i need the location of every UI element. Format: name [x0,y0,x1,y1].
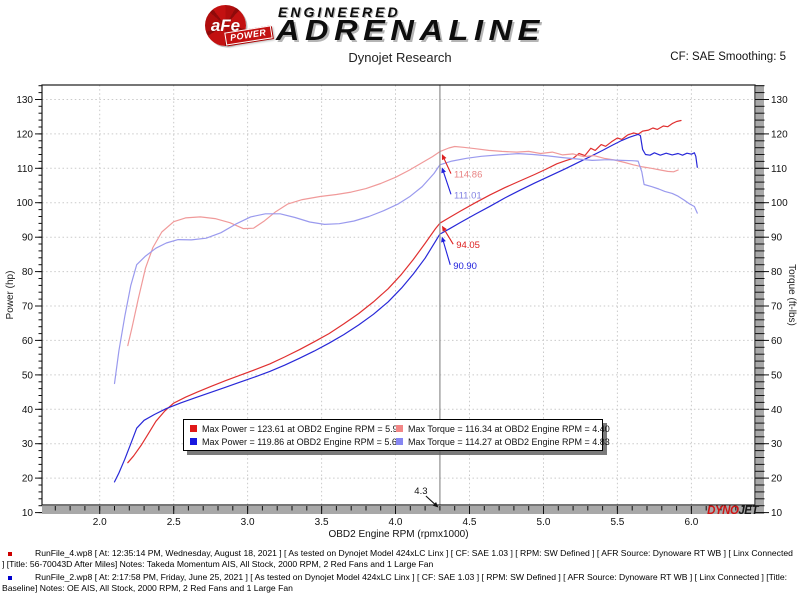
y-tick-label-left: 40 [22,405,34,416]
annotation-arrow [442,240,451,265]
legend-entry: Max Torque = 116.34 at OBD2 Engine RPM =… [396,422,610,435]
y-tick-label-right: 70 [771,302,783,313]
annotation-arrowhead [441,167,446,174]
series-power-blue [113,133,698,483]
run-bullet-icon [8,551,12,556]
y-tick-label-right: 50 [771,370,783,381]
y-tick-label-left: 120 [16,129,33,140]
y-tick-label-right: 30 [771,439,783,450]
x-tick-label: 5.0 [537,517,551,528]
annotation-arrowhead [441,154,447,161]
cursor-value-label: 4.3 [414,486,427,497]
x-tick-label: 5.5 [610,517,624,528]
brand-engineered: ENGINEERED [278,4,401,20]
y-tick-label-left: 130 [16,95,33,106]
run-text: RunFile_4.wp8 [ At: 12:35:14 PM, Wednesd… [2,548,793,569]
series-power-red [127,119,682,464]
run-entry: RunFile_4.wp8 [ At: 12:35:14 PM, Wednesd… [0,548,797,570]
y-tick-label-right: 110 [771,164,787,175]
x-tick-label: 4.5 [463,517,477,528]
y-tick-label-left: 100 [16,198,33,209]
smoothing-setting: CF: SAE Smoothing: 5 [670,51,786,63]
legend-text: Max Power = 119.86 at OBD2 Engine RPM = … [202,436,402,447]
axis-shadow-bottom [42,506,764,514]
x-tick-label: 6.0 [684,517,698,528]
annotation-arrowhead [441,225,447,232]
y-axis-label-right: Torque (ft-lbs) [786,264,797,326]
brand-adrenaline: ADRENALINE [276,15,545,47]
y-tick-label-left: 20 [22,474,34,485]
annotation-114.86: 114.86 [454,170,482,181]
annotation-111.01: 111.01 [454,190,482,201]
y-tick-label-left: 60 [22,336,34,347]
y-tick-label-right: 100 [771,198,788,209]
annotation-94.05: 94.05 [456,240,480,251]
y-tick-label-right: 10 [771,508,783,519]
y-tick-label-left: 50 [22,370,34,381]
annotation-arrowhead [441,236,446,243]
dynojet-watermark-icon: DYNOJET [707,505,759,517]
annotation-arrow [443,157,452,174]
annotation-arrow [443,229,454,245]
legend-swatch-icon [190,438,197,445]
legend-text: Max Power = 123.61 at OBD2 Engine RPM = … [202,423,403,434]
brand-logo: aFe POWER ENGINEERED ADRENALINE [175,2,625,50]
legend-text: Max Torque = 114.27 at OBD2 Engine RPM =… [408,436,610,447]
y-tick-label-right: 60 [771,336,783,347]
y-axis-label-left: Power (hp) [5,271,16,320]
y-tick-label-left: 10 [22,508,34,519]
y-tick-label-right: 130 [771,95,788,106]
run-bullet-icon [8,575,12,580]
x-axis-label: OBD2 Engine RPM (rpmx1000) [328,529,468,540]
series-torque-red [127,145,679,347]
annotation-90.90: 90.90 [453,261,477,272]
run-entry: RunFile_2.wp8 [ At: 2:17:58 PM, Friday, … [0,572,797,594]
y-tick-label-right: 120 [771,129,788,140]
legend-text: Max Torque = 116.34 at OBD2 Engine RPM =… [408,423,610,434]
y-tick-label-right: 90 [771,233,783,244]
annotation-arrow [425,495,436,505]
legend-entry: Max Power = 119.86 at OBD2 Engine RPM = … [190,435,402,448]
x-tick-label: 3.0 [241,517,255,528]
legend-swatch-icon [396,438,403,445]
run-info-footer: RunFile_4.wp8 [ At: 12:35:14 PM, Wednesd… [0,548,797,596]
y-tick-label-right: 40 [771,405,783,416]
legend-entry: Max Power = 123.61 at OBD2 Engine RPM = … [190,422,403,435]
plot-frame [41,84,756,506]
y-tick-label-right: 80 [771,267,783,278]
chart-legend: Max Power = 123.61 at OBD2 Engine RPM = … [183,419,610,451]
x-tick-label: 3.5 [315,517,329,528]
legend-swatch-icon [396,425,403,432]
annotation-arrow [442,171,452,195]
dyno-chart: 2.0 2.5 3.0 3.5 4.0 4.5 5.0 5.5 6.0 10 10 20 20 30 30 4… [5,84,797,540]
page-title: Dynojet Research [348,50,452,65]
series-torque-blue [113,153,698,385]
annotation-arrowhead [432,501,439,508]
x-tick-label: 2.0 [93,517,107,528]
y-tick-label-right: 20 [771,474,783,485]
y-tick-label-left: 80 [22,267,34,278]
afe-logo-text: aFe [210,15,241,35]
x-tick-label: 2.5 [167,517,181,528]
legend-entry: Max Torque = 114.27 at OBD2 Engine RPM =… [396,435,610,448]
y-tick-label-left: 30 [22,439,34,450]
y-tick-label-left: 70 [22,302,34,313]
legend-swatch-icon [190,425,197,432]
x-tick-label: 4.0 [389,517,403,528]
y-tick-label-left: 110 [17,164,33,175]
run-text: RunFile_2.wp8 [ At: 2:17:58 PM, Friday, … [2,572,787,593]
y-tick-label-left: 90 [22,233,34,244]
